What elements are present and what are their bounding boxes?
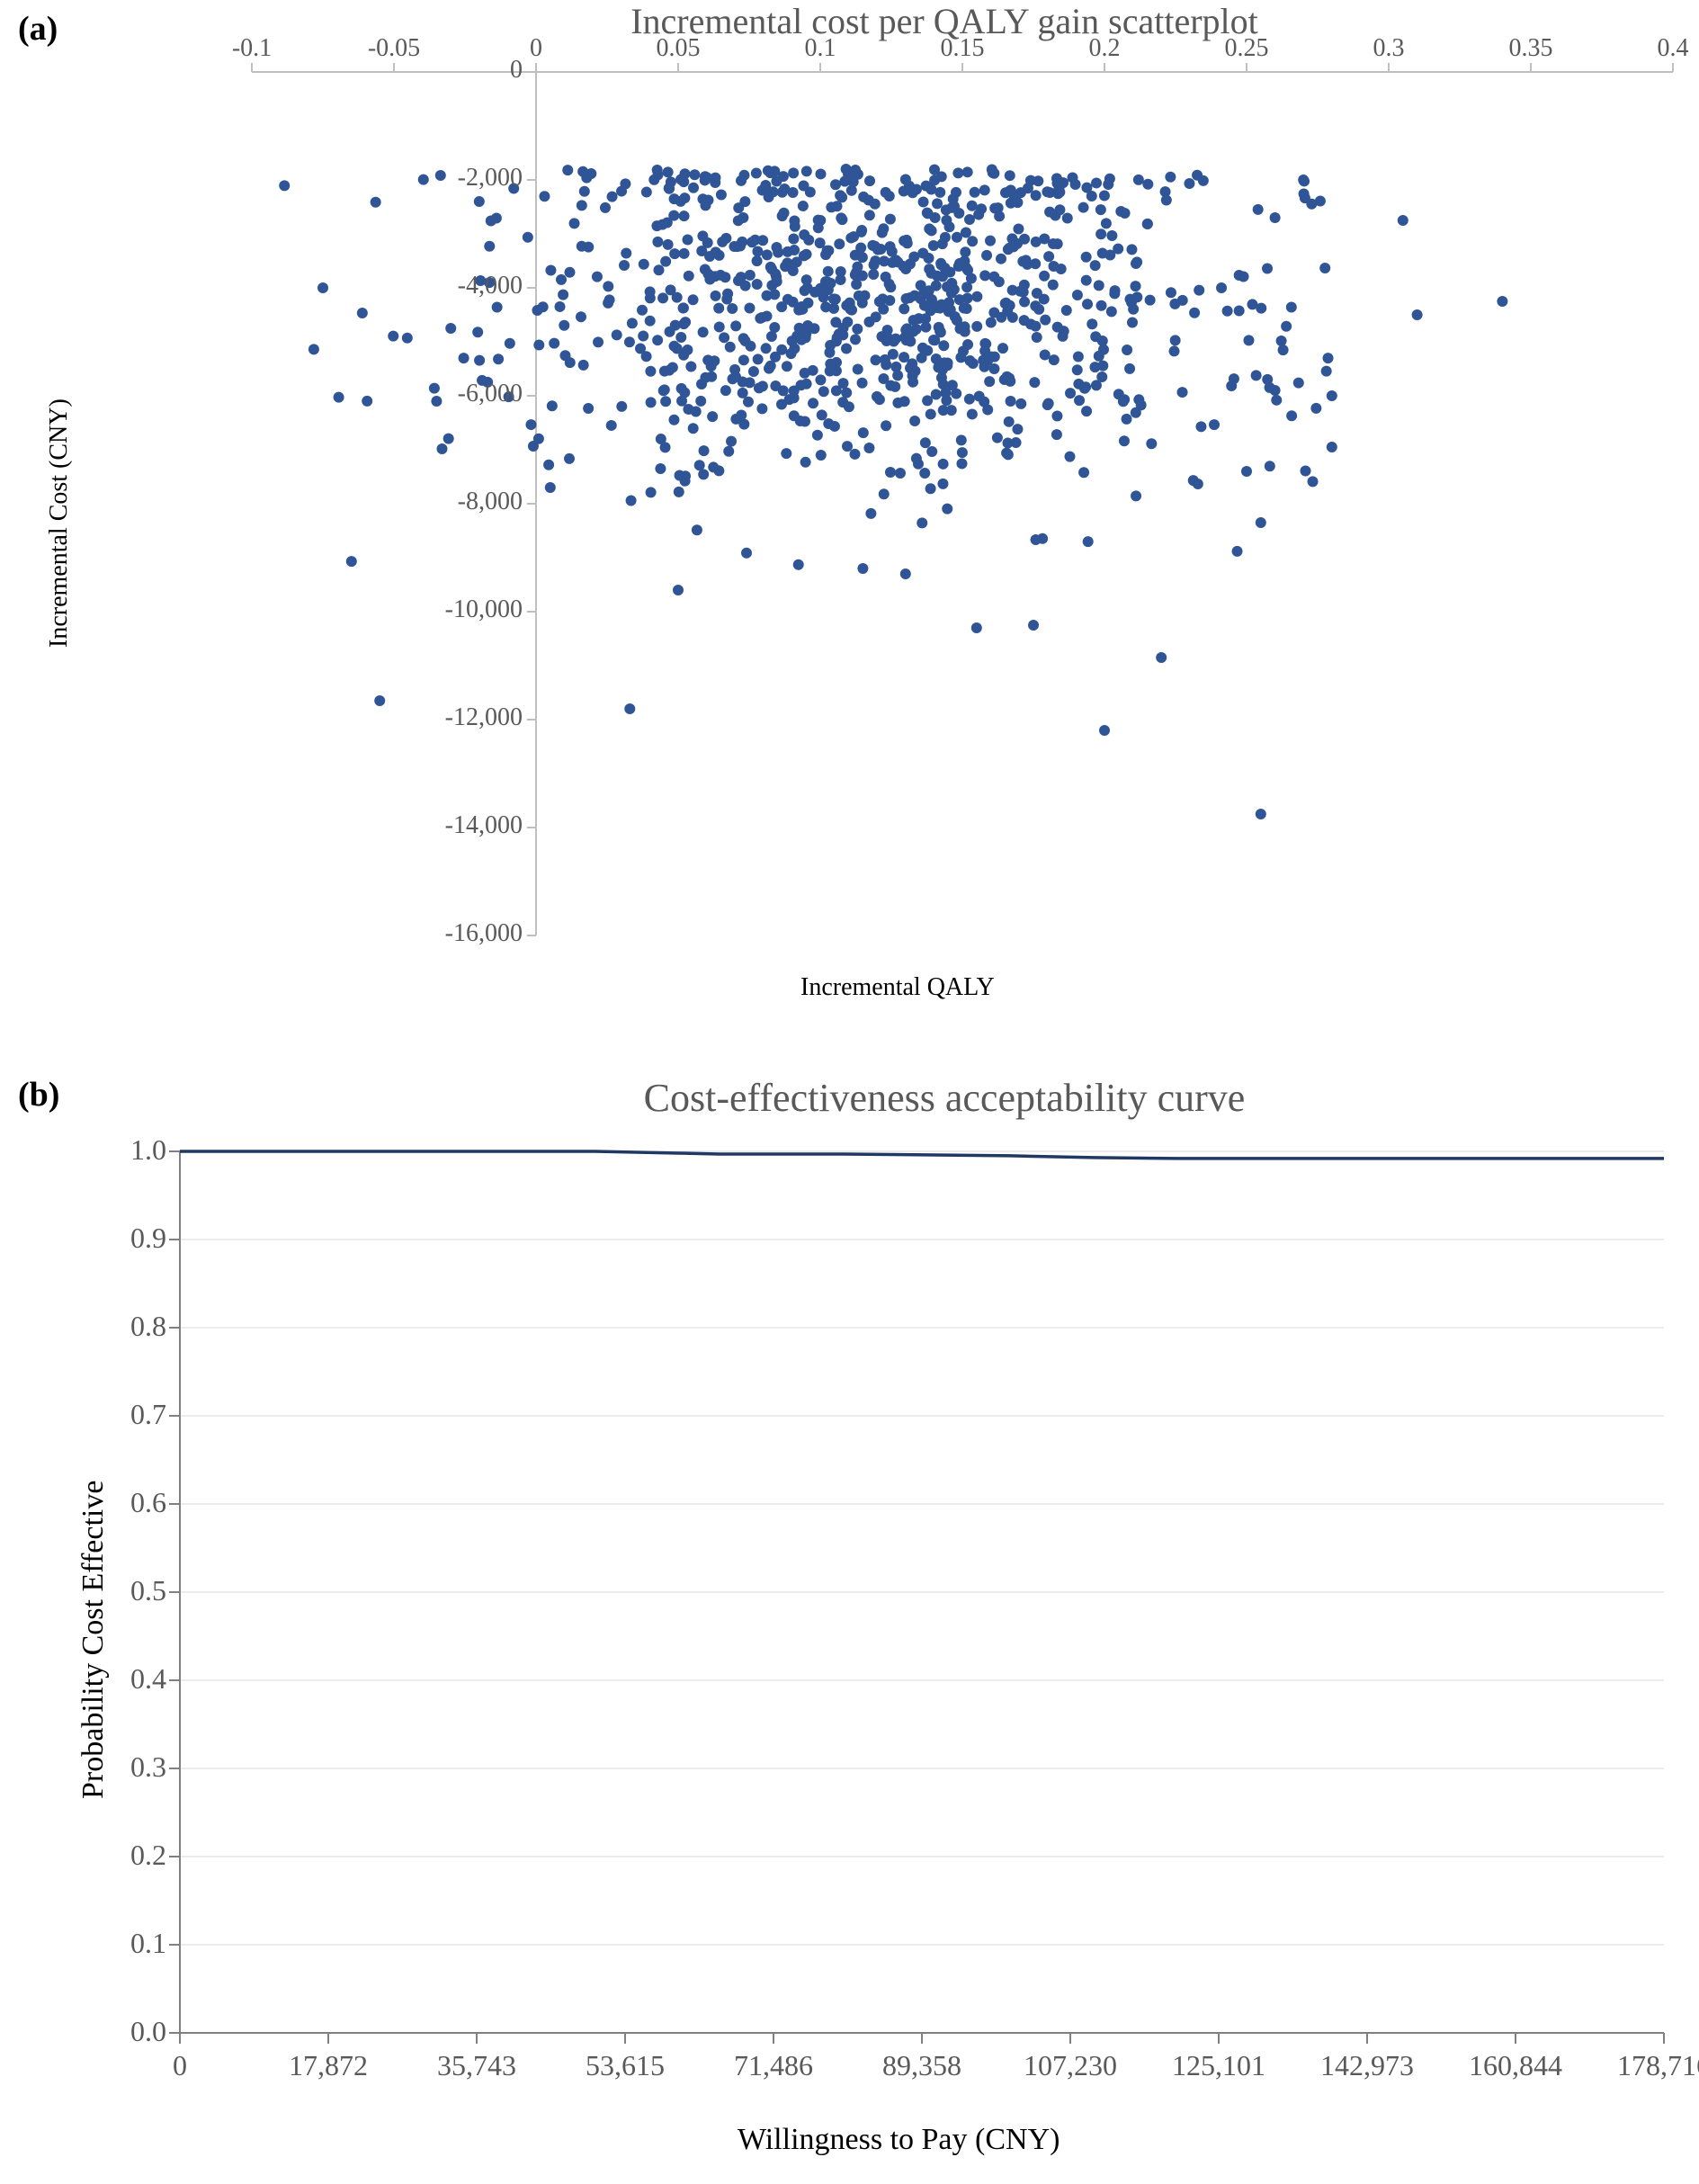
- panel-b-ytick: 0.5: [103, 1574, 166, 1607]
- panel-b-ytick: 0.2: [103, 1839, 166, 1872]
- panel-a-ytick: -14,000: [419, 811, 523, 840]
- panel-b-ytick: 0.9: [103, 1222, 166, 1255]
- panel-a-xtick: -0.1: [216, 34, 288, 63]
- panel-b: (b) Cost-effectiveness acceptability cur…: [0, 0, 1699, 2184]
- panel-b-xtick: 0: [117, 2049, 243, 2082]
- panel-a-xtick: 0.25: [1211, 34, 1283, 63]
- panel-b-svg: [0, 0, 1699, 2184]
- panel-b-ytick: 0.8: [103, 1310, 166, 1343]
- panel-a-ytick: -4,000: [419, 272, 523, 300]
- panel-b-xtick: 17,872: [265, 2049, 391, 2082]
- page-root: (a) Incremental cost per QALY gain scatt…: [0, 0, 1699, 2184]
- panel-a-xtick: 0.4: [1637, 34, 1699, 63]
- panel-a-ytick: -6,000: [419, 380, 523, 408]
- panel-a-xtick: 0.2: [1069, 34, 1140, 63]
- panel-b-ytick: 0.0: [103, 2015, 166, 2048]
- panel-a-xtick: 0.35: [1495, 34, 1567, 63]
- panel-a-ytick: -16,000: [419, 919, 523, 948]
- panel-b-ytick: 0.6: [103, 1486, 166, 1519]
- panel-b-xtick: 125,101: [1156, 2049, 1282, 2082]
- panel-a-ytick: -2,000: [419, 164, 523, 192]
- panel-b-ytick: 0.7: [103, 1398, 166, 1431]
- panel-b-ytick: 1.0: [103, 1133, 166, 1167]
- panel-a-xtick: 0.3: [1353, 34, 1425, 63]
- panel-a-ytick: -8,000: [419, 488, 523, 516]
- panel-a-ytick: -10,000: [419, 595, 523, 624]
- panel-b-xtick: 142,973: [1304, 2049, 1430, 2082]
- panel-a-ytick: 0: [419, 56, 523, 85]
- panel-b-ytick: 0.3: [103, 1750, 166, 1784]
- panel-a-ytick: -12,000: [419, 703, 523, 732]
- panel-b-xtick: 71,486: [711, 2049, 836, 2082]
- panel-b-ytick: 0.1: [103, 1927, 166, 1960]
- panel-b-xtick: 53,615: [562, 2049, 688, 2082]
- panel-b-xtick: 107,230: [1007, 2049, 1133, 2082]
- panel-a-xtick: 0.15: [926, 34, 998, 63]
- panel-a-xtick: 0.05: [642, 34, 714, 63]
- panel-b-xtick: 178,716: [1601, 2049, 1699, 2082]
- panel-a-xtick: 0.1: [784, 34, 856, 63]
- panel-b-xtick: 35,743: [414, 2049, 540, 2082]
- panel-b-ytick: 0.4: [103, 1662, 166, 1696]
- panel-b-xtick: 89,358: [859, 2049, 985, 2082]
- panel-b-xtick: 160,844: [1453, 2049, 1578, 2082]
